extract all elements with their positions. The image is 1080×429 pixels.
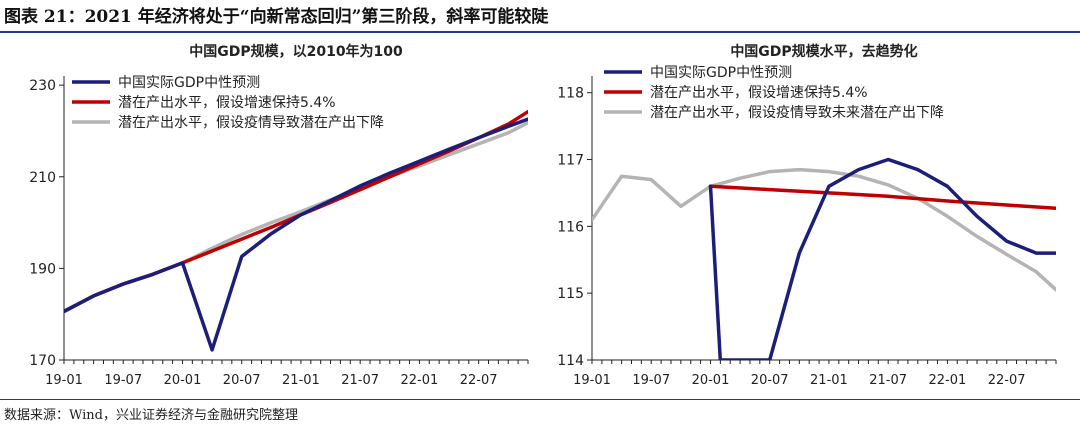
chart-title: 中国GDP规模水平，去趋势化: [730, 43, 917, 60]
legend-label-1: 中国实际GDP中性预测: [650, 65, 792, 81]
series-line-2: [708, 184, 1056, 211]
series-line-1: [64, 117, 528, 352]
figure-source: 数据来源：Wind，兴业证券经济与金融研究院整理: [4, 408, 298, 423]
y-tick-label: 115: [557, 286, 584, 302]
x-tick-label: 19-07: [632, 373, 670, 388]
x-tick-label: 20-01: [692, 373, 730, 388]
series-line-1: [708, 157, 1056, 360]
y-tick-label: 114: [557, 353, 584, 369]
series-line-3: [592, 167, 1056, 292]
y-tick-label: 210: [29, 170, 56, 186]
x-tick-label: 22-01: [929, 373, 967, 388]
x-tick-label: 21-01: [810, 373, 848, 388]
y-tick-label: 190: [29, 261, 56, 277]
legend-label-3: 潜在产出水平，假设疫情导致潜在产出下降: [118, 115, 384, 131]
x-tick-label: 19-01: [45, 373, 83, 388]
y-tick-label: 170: [29, 353, 56, 369]
figure-title: 图表 21：2021 年经济将处于“向新常态回归”第三阶段，斜率可能较陡: [4, 7, 549, 27]
x-tick-label: 22-07: [460, 373, 498, 388]
x-tick-label: 20-01: [164, 373, 202, 388]
x-tick-label: 20-07: [223, 373, 261, 388]
y-tick-label: 117: [557, 153, 584, 169]
x-tick-label: 19-07: [104, 373, 142, 388]
x-tick-label: 21-07: [869, 373, 907, 388]
source-divider: [0, 399, 1080, 400]
gdp-detrended-chart: 中国GDP规模水平，去趋势化 114 115 116 117 118 19-01 19-07 2…: [557, 43, 1057, 388]
x-tick-label: 22-01: [401, 373, 439, 388]
x-tick-label: 22-07: [988, 373, 1026, 388]
x-tick-label: 21-07: [341, 373, 379, 388]
legend-label-2: 潜在产出水平，假设增速保持5.4%: [650, 85, 868, 101]
y-tick-label: 116: [557, 219, 584, 235]
x-tick-label: 20-07: [751, 373, 789, 388]
gdp-scale-chart: 中国GDP规模，以2010年为100 170 190 210 230 19-01 19-07…: [29, 43, 529, 388]
x-tick-label: 21-01: [282, 373, 320, 388]
x-tick-label: 19-01: [573, 373, 611, 388]
chart-title: 中国GDP规模，以2010年为100: [189, 43, 403, 60]
title-divider: [0, 31, 1080, 33]
legend-label-1: 中国实际GDP中性预测: [118, 75, 260, 91]
legend-label-3: 潜在产出水平，假设疫情导致未来潜在产出下降: [650, 105, 944, 121]
y-tick-label: 230: [29, 78, 56, 94]
legend-label-2: 潜在产出水平，假设增速保持5.4%: [118, 95, 336, 111]
y-tick-label: 118: [557, 86, 584, 102]
